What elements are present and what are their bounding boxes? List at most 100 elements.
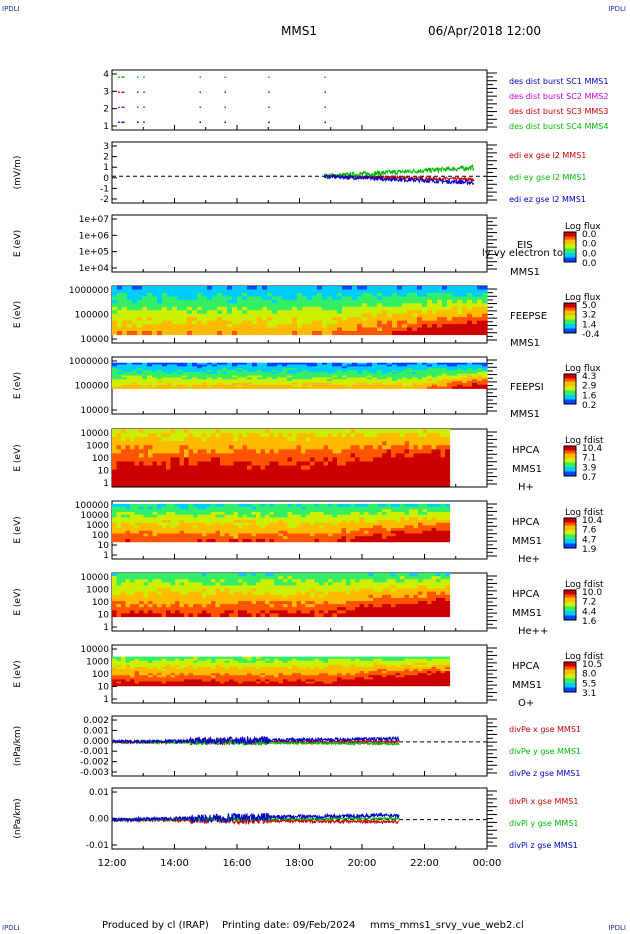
feepsi-cell [167, 382, 173, 386]
hpca_he-cell [260, 509, 266, 513]
hpca_h-cell [166, 433, 172, 438]
feepse-cell [372, 292, 378, 297]
feepse-cb-cell [564, 328, 576, 331]
hpca_he-cell [265, 525, 271, 529]
hpca_hepp-cell [161, 604, 167, 608]
feepsi-cell [442, 377, 448, 380]
feepse-cell [117, 324, 123, 329]
feepse-cell [117, 320, 123, 325]
hpca_h-cell [346, 481, 352, 487]
feepse-cell [297, 310, 303, 315]
hpca_hepp-cell [125, 582, 131, 586]
hpca_hepp-cell [197, 610, 203, 614]
hpca_he-cell [283, 522, 289, 527]
hpca_h-cell [422, 441, 428, 446]
feepse-label: MMS1 [510, 338, 540, 349]
hpca_h-cell [220, 445, 226, 450]
feepsi-cell [242, 362, 248, 366]
feepse-cell [262, 317, 268, 322]
hpca_he-cell [211, 533, 217, 537]
hpca_h-cell [175, 433, 181, 438]
feepse-cell [437, 313, 443, 318]
hpca_he-cell [310, 528, 316, 532]
hpca_h-cell [211, 433, 217, 438]
feepse-cell [212, 320, 218, 325]
feepsi-cell [342, 375, 348, 378]
hpca_he-cell [400, 503, 406, 508]
feepsi-cell [312, 362, 318, 366]
hpca_he-cell [242, 522, 248, 527]
hpca_hepp-cell [188, 591, 194, 596]
hpca_he-cell [175, 503, 181, 508]
hpca_he-cell [314, 514, 320, 518]
feepse-cell [217, 327, 223, 332]
hpca_he-cell [373, 528, 379, 532]
hpca_he-cell [143, 514, 149, 518]
hpca_he-cell [152, 520, 158, 524]
hpca_h-cell [355, 441, 361, 446]
feepsi-cell [382, 379, 388, 382]
hpca_h-cell [346, 465, 352, 471]
hpca_h-cell [184, 457, 190, 463]
hpca_he-cell [134, 509, 140, 513]
hpca_he-cell [238, 522, 244, 527]
feepsi-cell [227, 377, 233, 380]
feepsi-cell [257, 381, 263, 384]
hpca_hepp-cell [130, 582, 136, 586]
feepsi-cell [192, 373, 198, 377]
hpca_he-cell [152, 538, 158, 543]
feepsi-cell [252, 371, 258, 375]
hpca_h-cell [148, 465, 154, 471]
hpca_h-cell [341, 437, 347, 442]
hpca_h-cell [364, 465, 370, 471]
hpca_hepp-cell [179, 601, 185, 605]
feepsi-cell [372, 384, 378, 388]
hpca_hepp-cell [152, 607, 158, 611]
hpca_h-cell [283, 469, 289, 475]
feepse-cell [392, 292, 398, 297]
hpca_he-cell [287, 506, 293, 510]
hpca_h-cell [368, 481, 374, 487]
feepse-cell [302, 317, 308, 322]
feepsi-cell [132, 370, 138, 373]
feepsi-cell [172, 362, 178, 366]
hpca_he-cell [121, 506, 127, 510]
hpca_h-cell [386, 465, 392, 471]
feepse-cell [242, 317, 248, 322]
hpca_h-cell [328, 481, 334, 487]
feepse-cell [467, 296, 473, 301]
feepse-cb-tick: 5.0 [582, 301, 597, 311]
feepse-cell [402, 289, 408, 294]
feepse-cell [152, 286, 158, 291]
feepsi-cell [192, 384, 198, 388]
feepse-cell [122, 324, 128, 329]
hpca_he-cell [296, 512, 302, 516]
feepsi-cell [297, 386, 303, 389]
hpca_hepp-cell [161, 591, 167, 596]
feepsi-cell [372, 370, 378, 373]
feepsi-cell [182, 377, 188, 380]
hpca_hepp-cell [166, 576, 172, 580]
hpca_hepp-cell [134, 591, 140, 596]
hpca_h-cell [125, 433, 131, 438]
hpca_he-cell [386, 530, 392, 535]
feepse-cell [372, 306, 378, 311]
hpca_he-cell [130, 538, 136, 543]
feepse-cell [467, 324, 473, 329]
hpca_h-cell [193, 453, 199, 459]
feepsi-cell [282, 377, 288, 380]
hpca_he-cell [202, 525, 208, 529]
feepsi-cell [342, 386, 348, 389]
hpca_h-cell [337, 477, 343, 483]
feepse-cell [192, 286, 198, 291]
feepsi-cell [287, 377, 293, 380]
feepse-cell [197, 303, 203, 308]
feepse-cell [337, 331, 343, 336]
feepse-cell [217, 299, 223, 304]
feepsi-cell [252, 362, 258, 366]
feepse-cell [482, 320, 488, 325]
hpca_hepp-cell [197, 601, 203, 605]
hpca_h-cell [377, 481, 383, 487]
hpca_h-cell [152, 445, 158, 450]
hpca_h-cb-cell [564, 446, 576, 448]
